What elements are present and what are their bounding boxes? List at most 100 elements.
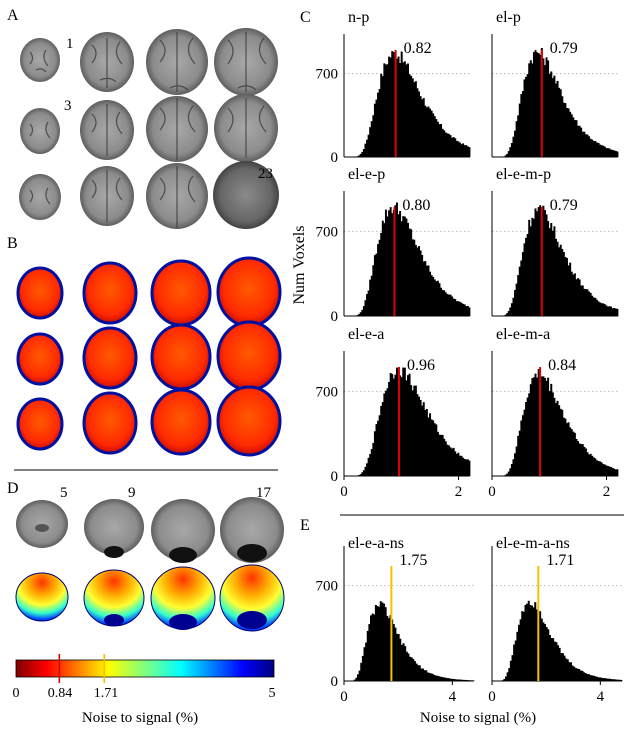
histogram-bar xyxy=(452,137,455,157)
panel-b-label: B xyxy=(7,235,18,252)
histogram-bar xyxy=(379,601,382,681)
slice-number: 1 xyxy=(66,36,74,52)
histogram-bar xyxy=(520,260,523,316)
histogram-bar xyxy=(550,383,553,476)
histogram-bar xyxy=(451,296,454,316)
histogram-bar xyxy=(600,145,603,157)
histogram-bar xyxy=(583,131,586,157)
histogram-bar xyxy=(518,266,521,316)
histogram-bar xyxy=(545,627,548,681)
histogram-bar xyxy=(547,60,550,157)
median-label: 1.75 xyxy=(399,552,427,569)
histogram-bar xyxy=(359,312,362,316)
histogram-bar xyxy=(358,313,361,316)
histogram-bar xyxy=(569,111,572,157)
histogram-bar xyxy=(586,134,589,157)
histogram-bar xyxy=(441,677,444,681)
histogram-bar xyxy=(570,429,573,476)
histogram-bar xyxy=(563,655,566,681)
histogram-bar xyxy=(550,71,553,157)
histogram-bar xyxy=(620,679,623,681)
histogram-bar xyxy=(369,454,372,476)
histogram-bar xyxy=(579,670,582,681)
histogram-bar xyxy=(466,146,469,157)
histogram-bar xyxy=(507,311,510,316)
histogram-bar xyxy=(377,244,380,316)
histogram-bar xyxy=(600,677,603,681)
histogram-bar xyxy=(466,305,469,316)
histogram-bar xyxy=(567,265,570,316)
histogram-bar xyxy=(455,301,458,316)
noise-map xyxy=(216,256,282,328)
histogram-bar xyxy=(569,427,572,476)
histogram-bar xyxy=(415,663,418,681)
histogram-bar xyxy=(504,155,507,157)
histogram-bar xyxy=(447,445,450,476)
histogram-bar xyxy=(392,378,395,476)
histogram-bar xyxy=(373,614,376,681)
histogram-bar xyxy=(524,604,527,681)
histogram-bar xyxy=(564,103,567,157)
histogram-bar xyxy=(388,210,391,316)
histogram-bar xyxy=(610,679,613,681)
histogram-bar xyxy=(392,52,395,157)
histogram-bar xyxy=(600,303,603,316)
histogram-bar xyxy=(565,658,568,681)
histogram-bar xyxy=(568,662,571,681)
histogram-bar xyxy=(515,446,518,476)
histogram-bar xyxy=(543,377,546,476)
histogram-bar xyxy=(594,458,597,476)
histogram-bar xyxy=(407,375,409,476)
histogram-el-p: 0.79 el-p xyxy=(491,9,619,158)
histogram-bar xyxy=(414,244,417,316)
histogram-bar xyxy=(573,666,576,681)
histogram-bar xyxy=(584,673,587,681)
histogram-bar xyxy=(414,81,417,157)
histogram-bar xyxy=(551,392,554,476)
histogram-bar xyxy=(599,302,602,316)
histogram-bar xyxy=(451,448,454,476)
histogram-bar xyxy=(378,606,381,681)
histogram-bar xyxy=(531,378,534,476)
histogram-bar xyxy=(413,239,416,316)
histogram-bar xyxy=(389,207,392,316)
histogram-bar xyxy=(391,374,394,476)
histogram-bar xyxy=(555,83,557,157)
histogram-bar xyxy=(607,678,610,681)
histogram-bar xyxy=(462,457,465,476)
histogram-bar xyxy=(544,624,547,681)
histogram-el-e-a: 0 700 0 2 0.96 el-e-a xyxy=(316,326,471,500)
histogram-bar xyxy=(463,145,466,157)
panel-d-label: D xyxy=(7,480,19,497)
histogram-bar xyxy=(422,402,425,476)
histogram-bar xyxy=(444,677,447,681)
colorbar-tick-label: 0.84 xyxy=(48,686,73,701)
histogram-bar xyxy=(594,297,597,316)
histogram-bar xyxy=(443,677,446,681)
y-tick-label: 700 xyxy=(316,67,339,83)
histogram-bar xyxy=(506,672,509,681)
coronal-noise-map xyxy=(219,564,285,632)
histogram-bar xyxy=(553,397,556,476)
histogram-title: el-e-a-ns xyxy=(348,535,404,552)
histogram-bar xyxy=(543,210,546,316)
histogram-bar xyxy=(612,679,615,681)
histogram-bar xyxy=(529,384,532,476)
histogram-bar xyxy=(597,461,600,476)
histogram-bar xyxy=(572,117,575,157)
histogram-bar xyxy=(537,207,540,316)
histogram-bar xyxy=(511,655,514,681)
histogram-bar xyxy=(386,388,389,476)
histogram-bar xyxy=(383,223,386,316)
histogram-bar xyxy=(458,301,461,316)
histogram-bar xyxy=(515,121,518,157)
histogram-bar xyxy=(613,679,616,681)
histogram-bar xyxy=(370,449,373,476)
histogram-title: el-e-a xyxy=(348,326,384,343)
histogram-bar xyxy=(376,606,379,681)
histogram-bar xyxy=(519,619,522,681)
histogram-bar xyxy=(577,441,580,476)
histogram-bar xyxy=(578,443,581,476)
histogram-bar xyxy=(463,458,466,476)
histogram-bar xyxy=(454,451,457,476)
